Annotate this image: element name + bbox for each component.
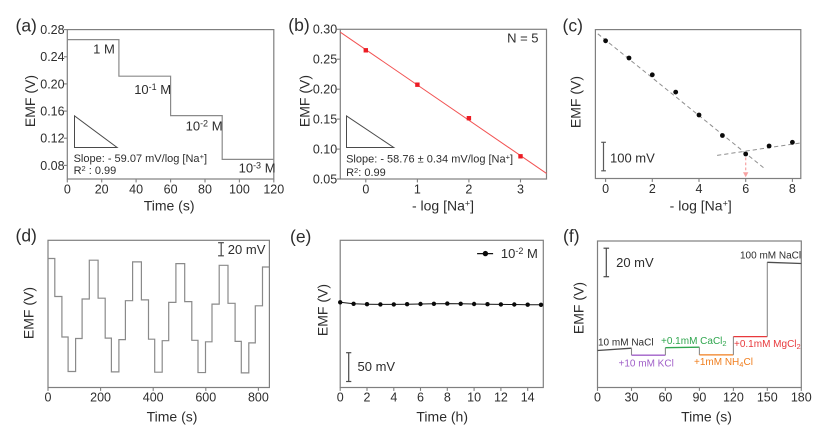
svg-text:100 mV: 100 mV [610,150,655,165]
svg-text:4: 4 [390,391,397,405]
svg-text:Slope: - 59.07 mV/log [Na+]: Slope: - 59.07 mV/log [Na+] [74,152,207,165]
svg-text:0.25: 0.25 [313,53,337,67]
svg-text:EMF (V): EMF (V) [22,75,38,127]
svg-text:0.05: 0.05 [313,172,337,186]
svg-text:2: 2 [465,183,472,197]
svg-text:R2: 0.99: R2: 0.99 [346,166,386,179]
svg-text:2: 2 [649,182,656,196]
svg-text:Slope: - 58.76 ± 0.34 mV/log [: Slope: - 58.76 ± 0.34 mV/log [Na+] [346,153,513,166]
svg-text:20: 20 [95,183,109,197]
svg-text:Time (s): Time (s) [144,197,195,213]
svg-text:800: 800 [248,391,269,405]
svg-text:3: 3 [517,183,524,197]
svg-text:(f): (f) [563,226,580,246]
svg-text:80: 80 [198,183,212,197]
svg-text:0: 0 [337,391,344,405]
svg-text:0.24: 0.24 [40,50,64,64]
svg-text:EMF (V): EMF (V) [571,282,587,334]
svg-text:50 mV: 50 mV [358,359,396,374]
svg-text:0.08: 0.08 [40,159,64,173]
svg-text:(e): (e) [290,227,311,247]
svg-text:Time (s): Time (s) [147,409,198,425]
svg-text:+0.1mM MgCl2: +0.1mM MgCl2 [734,339,801,351]
svg-text:0.20: 0.20 [313,83,337,97]
svg-text:0.12: 0.12 [40,132,64,146]
svg-text:10 mM NaCl: 10 mM NaCl [598,338,654,349]
svg-text:EMF (V): EMF (V) [315,284,331,336]
svg-text:- log [Na+]: - log [Na+] [412,197,474,213]
svg-text:6: 6 [417,391,424,405]
svg-text:EMF (V): EMF (V) [297,75,313,127]
svg-text:+0.1mM CaCl2: +0.1mM CaCl2 [661,336,727,348]
svg-text:N = 5: N = 5 [507,31,538,46]
svg-text:100 mM NaCl: 100 mM NaCl [740,251,801,262]
svg-text:10-1 M: 10-1 M [134,82,171,97]
svg-text:(c): (c) [563,16,583,36]
svg-text:0.15: 0.15 [313,113,337,127]
svg-text:120: 120 [263,183,284,197]
svg-text:10: 10 [467,391,481,405]
svg-text:1 M: 1 M [93,42,115,57]
svg-text:R2 : 0.99: R2 : 0.99 [74,164,117,177]
svg-text:20 mV: 20 mV [616,255,654,270]
svg-text:0: 0 [594,391,601,405]
svg-text:1: 1 [414,183,421,197]
svg-text:EMF (V): EMF (V) [21,287,37,339]
svg-text:12: 12 [494,391,508,405]
svg-text:0.28: 0.28 [40,23,64,37]
svg-text:4: 4 [696,182,703,196]
svg-text:180: 180 [791,391,812,405]
svg-text:60: 60 [658,391,672,405]
svg-text:0: 0 [64,183,71,197]
svg-text:14: 14 [521,391,535,405]
svg-text:0.30: 0.30 [313,23,337,37]
svg-text:400: 400 [143,391,164,405]
svg-text:30: 30 [625,391,639,405]
svg-text:0: 0 [362,183,369,197]
svg-text:10-2 M: 10-2 M [186,118,223,133]
svg-text:10-2 M: 10-2 M [501,246,538,261]
svg-text:2: 2 [364,391,371,405]
svg-text:0: 0 [602,182,609,196]
svg-text:600: 600 [195,391,216,405]
svg-text:8: 8 [789,182,796,196]
svg-text:EMF (V): EMF (V) [568,76,584,128]
svg-text:(d): (d) [16,226,37,246]
svg-text:150: 150 [757,391,778,405]
svg-text:90: 90 [692,391,706,405]
svg-text:(b): (b) [288,15,309,35]
svg-text:40: 40 [129,183,143,197]
svg-text:0.16: 0.16 [40,105,64,119]
svg-text:60: 60 [164,183,178,197]
svg-text:200: 200 [90,391,111,405]
svg-text:Time (h): Time (h) [416,409,468,425]
svg-text:100: 100 [229,183,250,197]
svg-text:- log [Na+]: - log [Na+] [670,198,732,214]
svg-text:8: 8 [444,391,451,405]
svg-text:10-3 M: 10-3 M [239,161,276,176]
svg-text:+1mM NH4Cl: +1mM NH4Cl [694,357,753,369]
svg-text:120: 120 [723,391,744,405]
svg-text:0.20: 0.20 [40,77,64,91]
svg-text:(a): (a) [16,15,37,35]
svg-text:+10 mM KCl: +10 mM KCl [619,359,674,370]
svg-text:0.10: 0.10 [313,143,337,157]
svg-text:Time (s): Time (s) [681,409,732,425]
svg-text:20 mV: 20 mV [228,242,266,257]
svg-text:6: 6 [742,182,749,196]
svg-text:0: 0 [45,391,52,405]
